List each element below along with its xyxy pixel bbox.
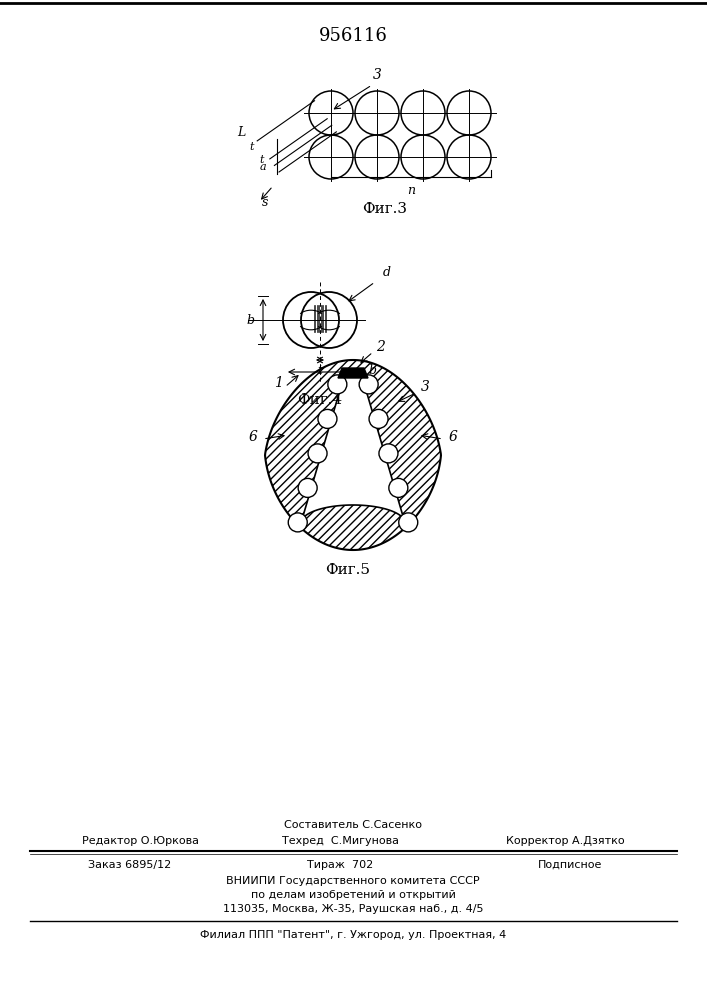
Text: b: b xyxy=(246,314,254,326)
Text: 6: 6 xyxy=(448,430,457,444)
Text: Тираж  702: Тираж 702 xyxy=(307,860,373,870)
Circle shape xyxy=(298,478,317,497)
Text: b: b xyxy=(368,363,376,376)
Circle shape xyxy=(389,478,408,497)
Circle shape xyxy=(379,444,398,463)
Text: Фиг.4: Фиг.4 xyxy=(298,393,343,407)
Text: t: t xyxy=(260,155,264,165)
Text: t: t xyxy=(250,142,254,152)
Text: Заказ 6895/12: Заказ 6895/12 xyxy=(88,860,172,870)
Text: n: n xyxy=(407,184,415,196)
Text: L: L xyxy=(237,126,245,139)
Text: 2: 2 xyxy=(377,340,385,354)
Text: Редактор О.Юркова: Редактор О.Юркова xyxy=(81,836,199,846)
Text: s: s xyxy=(262,196,268,209)
Text: a: a xyxy=(259,162,266,172)
Circle shape xyxy=(318,409,337,428)
Text: Фиг.3: Фиг.3 xyxy=(363,202,407,216)
Text: Составитель С.Сасенко: Составитель С.Сасенко xyxy=(284,820,422,830)
Text: t: t xyxy=(317,363,322,376)
Text: 1: 1 xyxy=(274,376,282,390)
Polygon shape xyxy=(265,360,441,550)
Circle shape xyxy=(308,444,327,463)
Text: Корректор А.Дзятко: Корректор А.Дзятко xyxy=(506,836,624,846)
Polygon shape xyxy=(301,373,405,523)
Circle shape xyxy=(369,409,388,428)
Circle shape xyxy=(359,375,378,394)
Circle shape xyxy=(328,375,347,394)
Text: Фиг.5: Фиг.5 xyxy=(325,563,370,577)
Circle shape xyxy=(399,513,418,532)
Text: d: d xyxy=(383,265,391,278)
Text: 3: 3 xyxy=(373,68,382,82)
Text: 3: 3 xyxy=(421,380,429,394)
Text: 956116: 956116 xyxy=(319,27,387,45)
Text: 113035, Москва, Ж-35, Раушская наб., д. 4/5: 113035, Москва, Ж-35, Раушская наб., д. … xyxy=(223,904,484,914)
Text: Филиал ППП "Патент", г. Ужгород, ул. Проектная, 4: Филиал ППП "Патент", г. Ужгород, ул. Про… xyxy=(200,930,506,940)
Text: 6: 6 xyxy=(249,430,257,444)
Text: Техред  С.Мигунова: Техред С.Мигунова xyxy=(281,836,399,846)
Text: ВНИИПИ Государственного комитета СССР: ВНИИПИ Государственного комитета СССР xyxy=(226,876,480,886)
Circle shape xyxy=(288,513,308,532)
Polygon shape xyxy=(338,368,368,378)
Text: Подписное: Подписное xyxy=(538,860,602,870)
Text: по делам изобретений и открытий: по делам изобретений и открытий xyxy=(250,890,455,900)
